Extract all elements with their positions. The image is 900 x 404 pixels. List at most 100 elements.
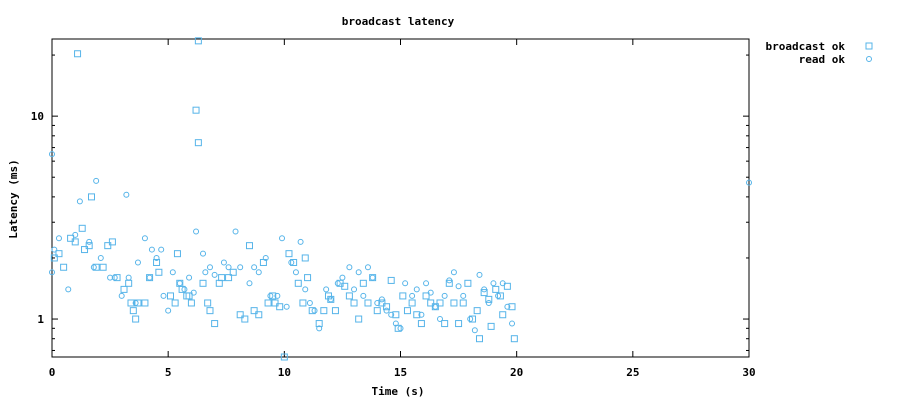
- broadcast-ok-point: [492, 285, 500, 293]
- broadcast-ok-point: [276, 303, 284, 311]
- read-ok-point: [220, 259, 227, 266]
- broadcast-ok-point: [450, 299, 458, 307]
- broadcast-ok-point: [236, 311, 244, 319]
- broadcast-ok-point: [294, 279, 302, 287]
- broadcast-ok-point: [178, 285, 186, 293]
- x-tick-label: 0: [49, 366, 56, 379]
- x-axis-label: Time (s): [372, 385, 425, 398]
- broadcast-ok-point: [166, 292, 174, 300]
- broadcast-ok-point: [74, 50, 82, 58]
- read-ok-point: [288, 259, 295, 266]
- broadcast-ok-point: [422, 292, 430, 300]
- broadcast-ok-point: [229, 268, 237, 276]
- read-ok-point: [402, 280, 409, 287]
- read-ok-point: [237, 264, 244, 271]
- broadcast-ok-point: [215, 279, 223, 287]
- read-ok-point: [432, 303, 439, 310]
- broadcast-ok-point: [264, 299, 272, 307]
- broadcast-ok-point: [485, 295, 493, 303]
- read-ok-point: [132, 299, 139, 306]
- y-tick-label: 10: [31, 110, 44, 123]
- read-ok-point: [146, 274, 153, 281]
- broadcast-ok-point: [71, 238, 79, 246]
- read-ok-point: [467, 316, 474, 323]
- broadcast-ok-point: [445, 279, 453, 287]
- read-ok-point: [267, 292, 274, 299]
- read-ok-point: [72, 231, 79, 238]
- broadcast-ok-point: [487, 322, 495, 330]
- read-ok-point: [499, 280, 506, 287]
- broadcast-ok-point: [280, 353, 288, 361]
- broadcast-ok-point: [55, 250, 63, 258]
- broadcast-ok-point: [387, 276, 395, 284]
- broadcast-ok-point: [194, 139, 202, 147]
- broadcast-ok-point: [87, 193, 95, 201]
- read-ok-point: [251, 264, 258, 271]
- broadcast-ok-point: [245, 242, 253, 250]
- broadcast-ok-point: [187, 299, 195, 307]
- read-ok-point: [374, 299, 381, 306]
- read-ok-point: [97, 254, 104, 261]
- read-ok-point: [186, 274, 193, 281]
- x-tick-label: 5: [165, 366, 172, 379]
- broadcast-ok-point: [301, 254, 309, 262]
- read-ok-point: [49, 151, 55, 158]
- read-ok-point: [316, 325, 323, 332]
- read-ok-point: [423, 280, 430, 287]
- read-ok-point: [153, 254, 160, 261]
- broadcast-ok-point: [510, 335, 518, 343]
- broadcast-ok-point: [413, 311, 421, 319]
- broadcast-ok-point: [241, 315, 249, 323]
- read-ok-point: [383, 307, 390, 314]
- read-ok-point: [746, 179, 752, 186]
- read-ok-point: [306, 299, 313, 306]
- read-ok-point: [409, 292, 416, 299]
- read-ok-point: [76, 198, 83, 205]
- broadcast-ok-point: [473, 307, 481, 315]
- read-ok-point: [504, 303, 511, 310]
- read-ok-point: [292, 269, 299, 276]
- broadcast-ok-point: [255, 311, 263, 319]
- read-ok-point: [165, 307, 172, 314]
- read-ok-point: [283, 303, 290, 310]
- read-ok-point: [65, 286, 72, 293]
- read-ok-point: [200, 250, 207, 257]
- read-ok-point: [413, 286, 420, 293]
- broadcast-ok-point: [459, 299, 467, 307]
- read-ok-point: [355, 269, 362, 276]
- data-points: [49, 37, 752, 361]
- read-ok-point: [351, 286, 358, 293]
- read-ok-point: [476, 271, 483, 278]
- broadcast-ok-point: [155, 268, 163, 276]
- broadcast-ok-point: [85, 242, 93, 250]
- broadcast-ok-point: [427, 299, 435, 307]
- broadcast-ok-point: [194, 37, 202, 45]
- broadcast-ok-point: [290, 258, 298, 266]
- read-ok-point: [481, 286, 488, 293]
- read-ok-point: [460, 292, 467, 299]
- read-ok-point: [392, 320, 399, 327]
- read-ok-point: [125, 274, 132, 281]
- broadcast-ok-point: [441, 320, 449, 328]
- broadcast-ok-point: [383, 303, 391, 311]
- broadcast-ok-point: [480, 289, 488, 297]
- read-ok-point: [360, 292, 367, 299]
- read-ok-point: [279, 235, 286, 242]
- read-ok-point: [339, 274, 346, 281]
- broadcast-ok-point: [81, 246, 89, 254]
- read-ok-point: [397, 325, 404, 332]
- broadcast-ok-point: [345, 292, 353, 300]
- broadcast-ok-point: [113, 274, 121, 282]
- read-ok-point: [190, 289, 197, 296]
- read-ok-point: [123, 191, 130, 198]
- read-ok-point: [211, 271, 218, 278]
- read-ok-point: [158, 246, 165, 253]
- read-ok-point: [262, 254, 269, 261]
- read-ok-point: [495, 292, 502, 299]
- broadcast-ok-point: [50, 254, 58, 262]
- broadcast-ok-point: [475, 335, 483, 343]
- broadcast-ok-point: [315, 320, 323, 328]
- broadcast-ok-point: [134, 299, 142, 307]
